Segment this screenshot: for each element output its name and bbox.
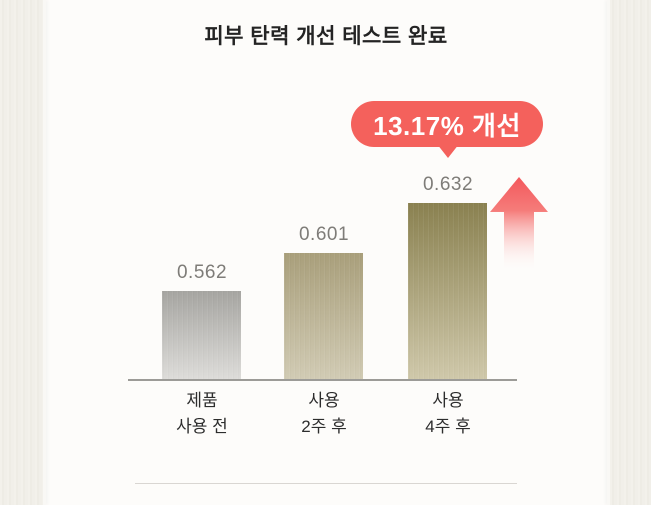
bar-before-use <box>162 291 241 379</box>
x-axis-label-line: 사용 <box>308 391 340 410</box>
improvement-badge-label: 13.17% 개선 <box>373 110 521 141</box>
up-arrow-icon <box>489 176 549 274</box>
bar-after-2-weeks <box>284 253 363 379</box>
x-axis-label-line: 제품 <box>186 391 218 410</box>
bar-value-label: 0.632 <box>422 174 474 195</box>
bar-after-4-weeks <box>408 203 487 379</box>
x-axis-label-line: 사용 <box>432 391 464 410</box>
x-axis-baseline <box>128 379 517 381</box>
right-decorative-band <box>607 0 651 505</box>
bar-value-label: 0.601 <box>298 224 350 245</box>
chart-title: 피부 탄력 개선 테스트 완료 <box>204 25 448 48</box>
bottom-divider <box>135 483 517 484</box>
x-axis-label-line: 사용 전 <box>176 417 228 436</box>
x-axis-label-line: 2주 후 <box>301 417 347 436</box>
bar-value-label: 0.562 <box>176 262 228 283</box>
x-axis-label-line: 4주 후 <box>425 417 471 436</box>
left-decorative-band <box>0 0 46 505</box>
x-axis-label-2-weeks: 사용 2주 후 <box>264 388 384 440</box>
x-axis-label-before-use: 제품 사용 전 <box>142 388 262 440</box>
x-axis-label-4-weeks: 사용 4주 후 <box>388 388 508 440</box>
improvement-badge: 13.17% 개선 <box>351 101 543 147</box>
badge-pointer-triangle <box>437 144 459 158</box>
